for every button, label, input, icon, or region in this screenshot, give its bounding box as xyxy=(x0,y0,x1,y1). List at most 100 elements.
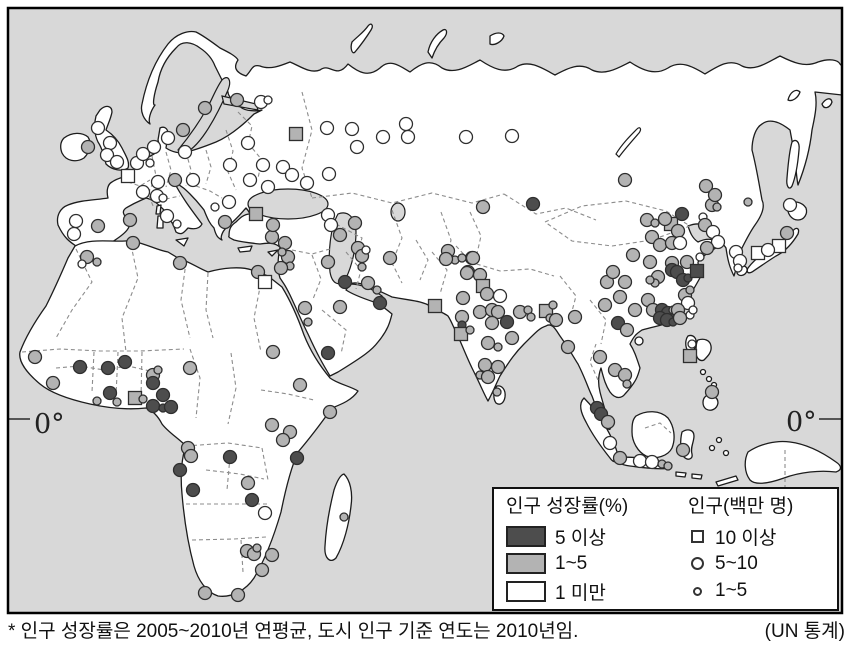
city-marker xyxy=(560,339,576,355)
city-marker xyxy=(438,251,454,267)
city-marker xyxy=(263,95,273,105)
arctic-island-2 xyxy=(427,28,448,59)
arctic-island-3 xyxy=(489,32,505,46)
city-marker xyxy=(707,187,723,203)
city-marker xyxy=(135,146,151,162)
city-marker xyxy=(45,375,61,391)
city-marker xyxy=(117,354,133,370)
legend-pop-row-md: 5~10 xyxy=(688,550,828,577)
city-marker xyxy=(138,394,148,404)
city-marker xyxy=(657,211,673,227)
city-marker xyxy=(197,100,213,116)
city-marker xyxy=(672,235,688,251)
city-marker xyxy=(632,453,648,469)
population-circle-md-icon xyxy=(690,557,704,571)
new-guinea-island xyxy=(744,440,842,484)
corsica-island xyxy=(155,204,162,215)
city-marker xyxy=(100,360,116,376)
city-marker xyxy=(704,384,720,400)
city-marker xyxy=(102,135,118,151)
city-marker xyxy=(504,330,520,346)
city-marker xyxy=(642,254,658,270)
maluku-island-3 xyxy=(722,449,730,457)
city-marker xyxy=(160,130,176,146)
population-label-sm: 1~5 xyxy=(715,580,748,602)
city-marker xyxy=(361,245,371,255)
equator-marks: 0° 0° xyxy=(9,407,841,440)
city-marker xyxy=(455,290,471,306)
city-marker xyxy=(567,309,583,325)
city-marker xyxy=(72,359,88,375)
growth-swatch-high xyxy=(506,526,546,548)
city-marker xyxy=(625,247,641,263)
city-marker xyxy=(698,178,714,194)
city-marker xyxy=(122,212,138,228)
city-marker xyxy=(77,259,87,269)
city-marker xyxy=(264,417,280,433)
city-marker xyxy=(229,92,245,108)
city-marker xyxy=(360,275,376,291)
city-marker xyxy=(277,235,293,251)
city-marker xyxy=(687,339,697,349)
city-marker xyxy=(490,359,506,375)
city-marker xyxy=(177,144,193,160)
city-marker xyxy=(675,442,691,458)
city-marker xyxy=(288,126,304,142)
city-marker xyxy=(90,218,106,234)
city-marker xyxy=(349,139,365,155)
city-marker xyxy=(479,286,495,302)
legend-growth-row-mid: 1~5 xyxy=(506,550,688,577)
city-marker xyxy=(102,385,118,401)
legend-population-column: 인구(백만 명) 10 이상 5~10 1~5 xyxy=(688,495,828,605)
growth-swatch-low xyxy=(506,580,546,602)
population-circle-sm-icon xyxy=(692,586,702,596)
city-marker xyxy=(458,129,474,145)
city-marker xyxy=(548,312,564,328)
city-marker xyxy=(222,157,238,173)
city-marker xyxy=(339,512,349,522)
city-marker xyxy=(297,300,313,316)
legend-growth-column: 인구 성장률(%) 5 이상 1~5 1 미만 xyxy=(506,495,688,605)
city-marker xyxy=(459,265,475,281)
city-marker xyxy=(689,263,705,279)
growth-swatch-mid xyxy=(506,553,546,575)
city-marker xyxy=(492,288,508,304)
city-marker xyxy=(465,250,481,266)
city-marker xyxy=(242,172,258,188)
city-marker xyxy=(375,129,391,145)
city-marker xyxy=(617,172,633,188)
visayas-island-2 xyxy=(705,375,713,383)
city-marker xyxy=(674,206,690,222)
city-marker xyxy=(289,450,305,466)
city-marker xyxy=(264,547,280,563)
equator-label-left: 0° xyxy=(34,409,65,440)
city-marker xyxy=(504,128,520,144)
legend-growth-row-low: 1 미만 xyxy=(506,578,688,605)
city-marker xyxy=(600,414,616,430)
city-marker xyxy=(185,172,201,188)
city-marker xyxy=(427,298,443,314)
city-marker xyxy=(265,344,281,360)
city-marker xyxy=(182,360,198,376)
city-markers xyxy=(27,92,798,603)
city-marker xyxy=(167,172,183,188)
city-marker xyxy=(347,215,363,231)
city-marker xyxy=(645,275,655,285)
city-marker xyxy=(685,285,695,295)
city-marker xyxy=(284,167,300,183)
city-marker xyxy=(80,139,96,155)
visayas-island-1 xyxy=(699,368,707,376)
city-marker xyxy=(627,302,643,318)
legend-growth-title: 인구 성장률(%) xyxy=(506,496,629,517)
city-marker xyxy=(210,202,220,212)
city-marker xyxy=(92,257,102,267)
city-marker xyxy=(257,505,273,521)
city-marker xyxy=(99,147,115,163)
city-marker xyxy=(159,208,175,224)
city-marker xyxy=(252,543,262,553)
city-marker xyxy=(145,375,161,391)
city-marker xyxy=(357,262,367,272)
city-marker xyxy=(525,196,541,212)
